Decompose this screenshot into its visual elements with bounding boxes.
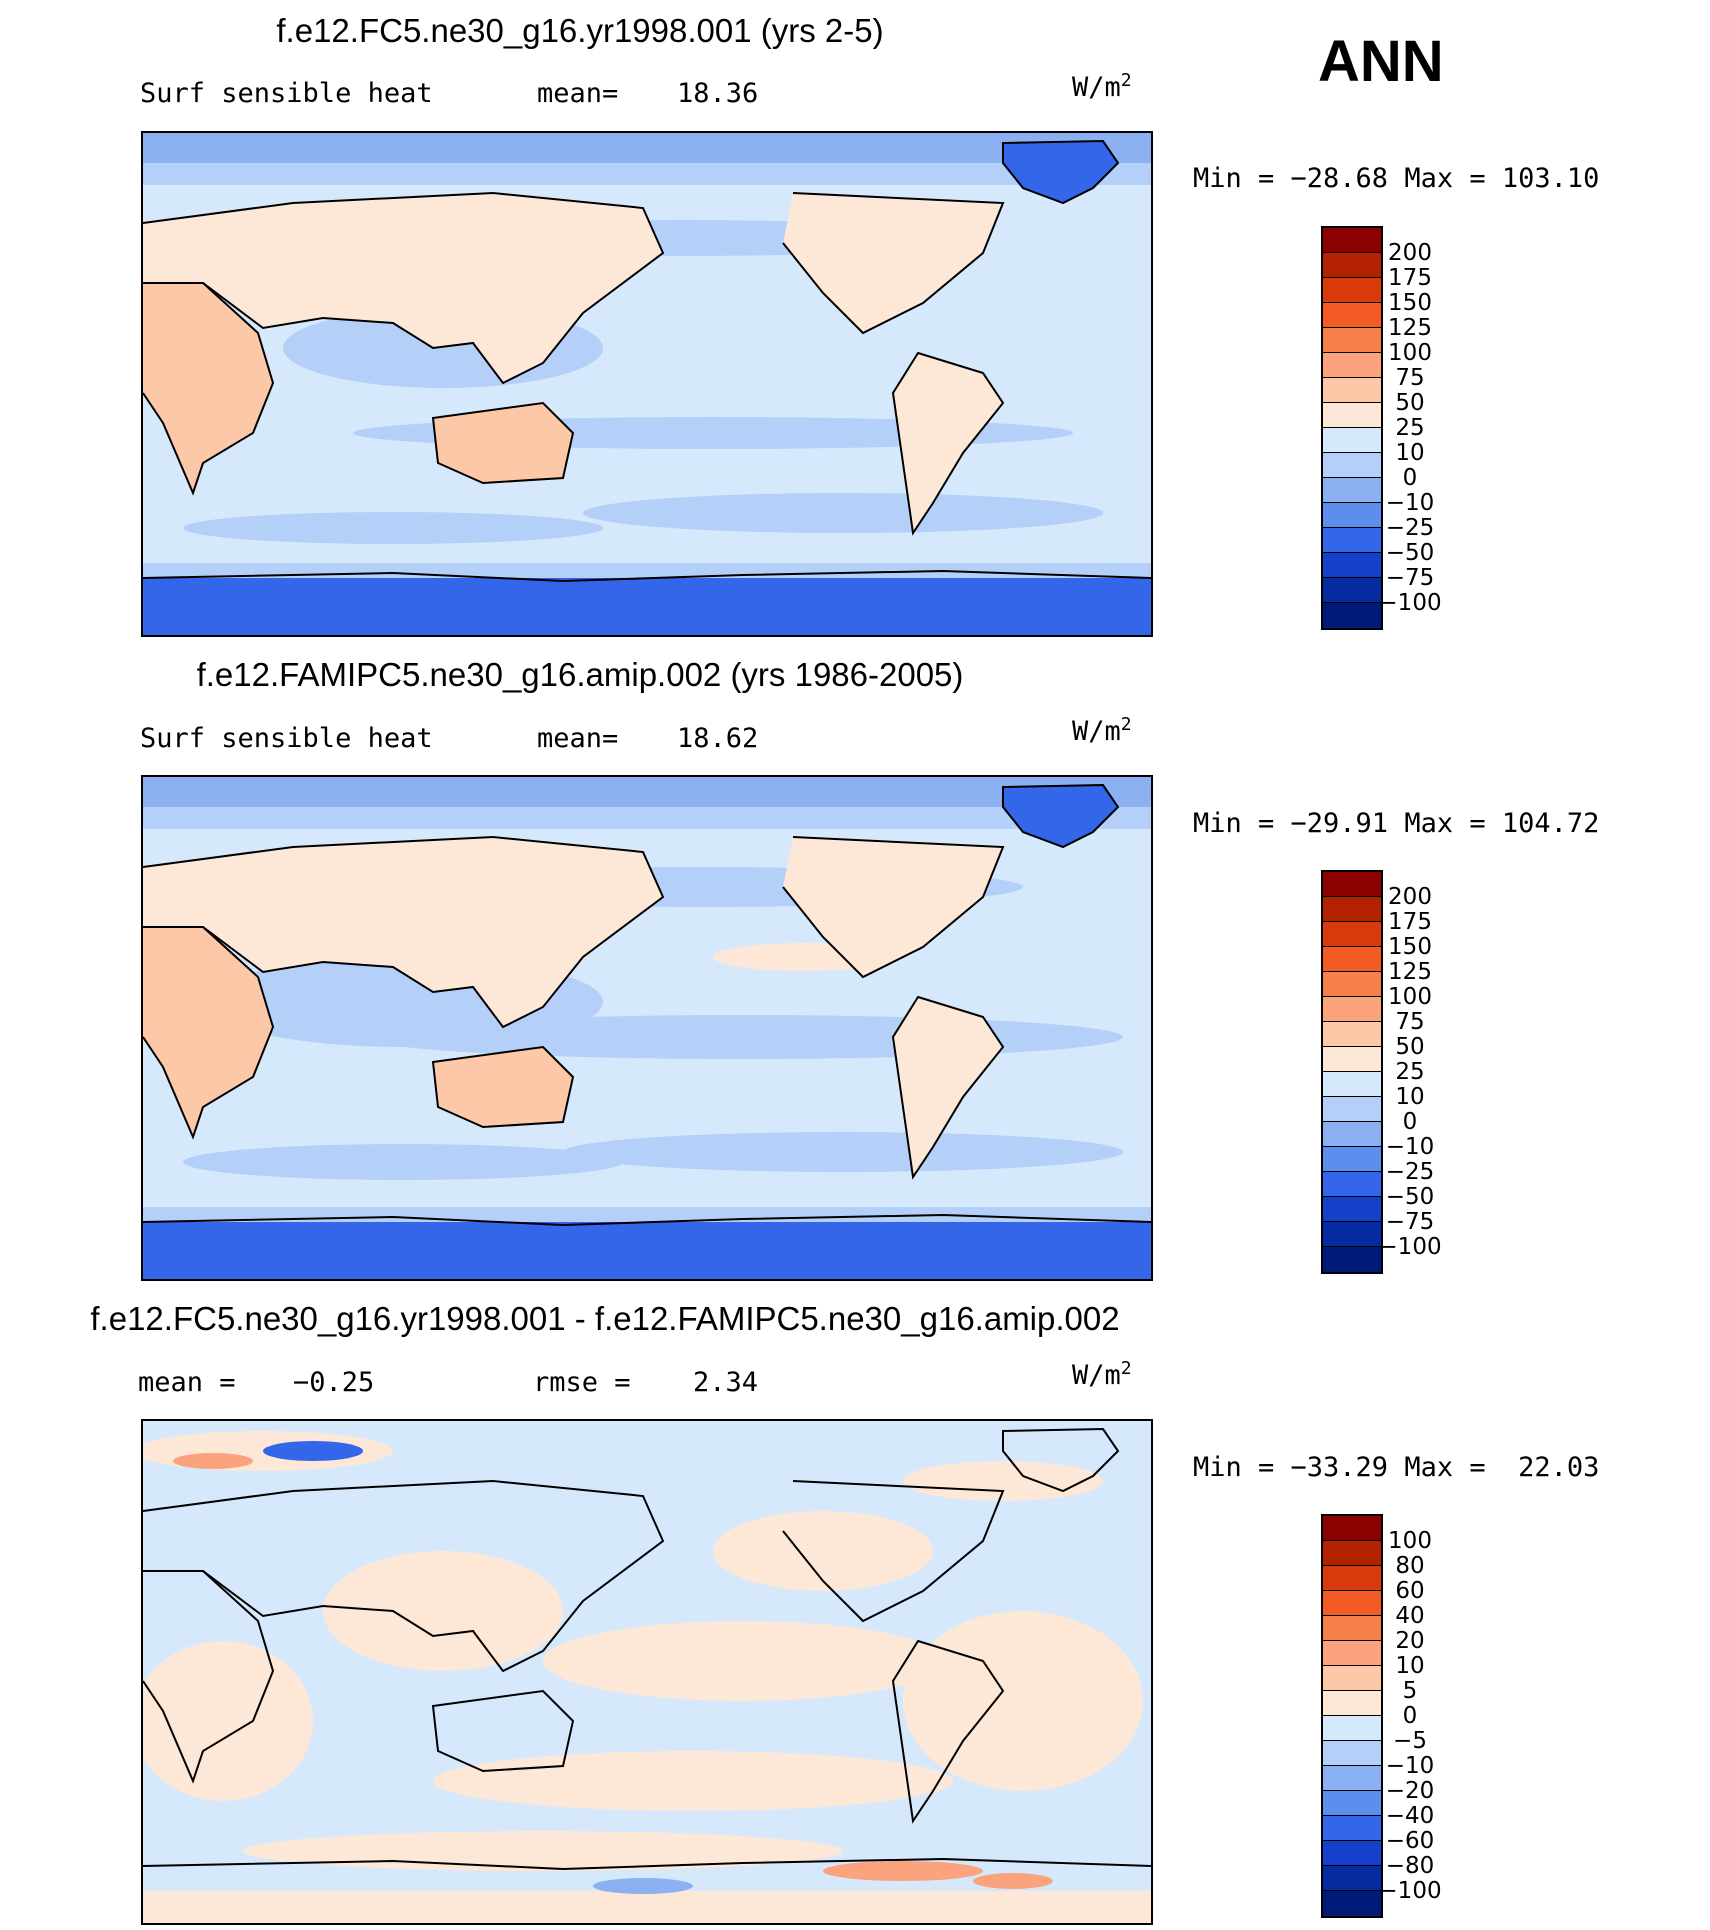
south-america-land xyxy=(893,997,1003,1177)
colorbar-tick-label: 20 xyxy=(1395,1628,1425,1654)
panel-3-mean-value: −0.25 xyxy=(293,1367,375,1398)
panel-3-rmse-label: rmse = xyxy=(533,1367,631,1398)
colorbar-tick-label: 40 xyxy=(1395,1603,1425,1629)
panel-2-units: W/m2 xyxy=(1072,714,1132,747)
colorbar-tick-label: −60 xyxy=(1385,1828,1435,1854)
colorbar-tick-label: −75 xyxy=(1385,1209,1435,1235)
colorbar-tick-label: 5 xyxy=(1402,1678,1418,1704)
colorbar-tick-label: 10 xyxy=(1395,1084,1425,1110)
arctic-band xyxy=(143,133,1151,163)
north-america-land xyxy=(783,837,1003,977)
colorbar-tick-label: 150 xyxy=(1388,290,1432,316)
greenland-region xyxy=(1003,785,1118,847)
colorbar-tick-label: −75 xyxy=(1385,565,1435,591)
colorbar-tick-label: −10 xyxy=(1385,1753,1435,1779)
colorbar-tick-label: 175 xyxy=(1388,909,1432,935)
panel-1-minmax: Min = −28.68 Max = 103.10 xyxy=(1193,163,1600,194)
panel-3-title: f.e12.FC5.ne30_g16.yr1998.001 - f.e12.FA… xyxy=(90,1300,1120,1337)
colorbar-tick-label: −25 xyxy=(1385,1159,1435,1185)
colorbar-tick-label: 60 xyxy=(1395,1578,1425,1604)
colorbar-tick-label: 80 xyxy=(1395,1553,1425,1579)
panel-2-mean-label: mean= xyxy=(537,723,619,754)
panel-2-minmax: Min = −29.91 Max = 104.72 xyxy=(1193,808,1600,839)
colorbar-tick-label: −25 xyxy=(1385,515,1435,541)
colorbar-tick-label: 50 xyxy=(1395,1034,1425,1060)
panel-3-minmax: Min = −33.29 Max = 22.03 xyxy=(1193,1452,1600,1483)
colorbar-tick-label: −100 xyxy=(1378,1234,1442,1260)
colorbar-tick-label: 0 xyxy=(1402,465,1418,491)
colorbar-tick-label: 0 xyxy=(1402,1109,1418,1135)
panel-3-rmse-value: 2.34 xyxy=(693,1367,759,1398)
colorbar-tick-label: 25 xyxy=(1395,415,1425,441)
season-label: ANN xyxy=(1318,29,1444,94)
south-america-land xyxy=(893,353,1003,533)
colorbar-tick-label: −40 xyxy=(1385,1803,1435,1829)
colorbar-tick-label: −20 xyxy=(1385,1778,1435,1804)
panel-1-mean-label: mean= xyxy=(537,78,619,109)
colorbar-tick-label: 100 xyxy=(1388,340,1432,366)
panel-2-mean-value: 18.62 xyxy=(677,723,759,754)
colorbar-tick-label: −50 xyxy=(1385,1184,1435,1210)
colorbar-tick-label: −5 xyxy=(1393,1728,1427,1754)
colorbar-tick-label: 125 xyxy=(1388,315,1432,341)
panel-3-units: W/m2 xyxy=(1072,1358,1132,1391)
colorbar-tick-label: 10 xyxy=(1395,1653,1425,1679)
colorbar-tick-label: 175 xyxy=(1388,265,1432,291)
eurasia-land xyxy=(143,837,663,1027)
colorbar-tick-label: 75 xyxy=(1395,1009,1425,1035)
colorbar-tick-label: −100 xyxy=(1378,1878,1442,1904)
panel-2-colorbar xyxy=(1321,870,1383,1274)
eurasia-land xyxy=(143,193,663,383)
panel-1-variable-label: Surf sensible heat xyxy=(140,78,433,109)
antarctic-region xyxy=(143,578,1151,635)
panel-1-colorbar xyxy=(1321,226,1383,630)
panel-2-map xyxy=(141,775,1153,1281)
panel-1-units: W/m2 xyxy=(1072,70,1132,103)
panel-1-title: f.e12.FC5.ne30_g16.yr1998.001 (yrs 2-5) xyxy=(276,12,884,49)
panel-1-map xyxy=(141,131,1153,637)
australia-land xyxy=(433,1047,573,1127)
colorbar-tick-label: 100 xyxy=(1388,1528,1432,1554)
colorbar-tick-label: −50 xyxy=(1385,540,1435,566)
australia-land xyxy=(433,403,573,483)
panel-3-colorbar xyxy=(1321,1514,1383,1918)
colorbar-tick-label: 25 xyxy=(1395,1059,1425,1085)
colorbar-tick-label: 200 xyxy=(1388,240,1432,266)
colorbar-tick-label: 125 xyxy=(1388,959,1432,985)
colorbar-tick-label: 0 xyxy=(1402,1703,1418,1729)
colorbar-tick-label: −10 xyxy=(1385,490,1435,516)
antarctic-region xyxy=(143,1222,1151,1279)
panel-3-map xyxy=(141,1419,1153,1925)
colorbar-tick-label: −10 xyxy=(1385,1134,1435,1160)
colorbar-tick-label: 150 xyxy=(1388,934,1432,960)
colorbar-tick-label: 200 xyxy=(1388,884,1432,910)
colorbar-tick-label: 100 xyxy=(1388,984,1432,1010)
north-america-land xyxy=(783,193,1003,333)
colorbar-tick-label: 50 xyxy=(1395,390,1425,416)
panel-2-variable-label: Surf sensible heat xyxy=(140,723,433,754)
colorbar-tick-label: 10 xyxy=(1395,440,1425,466)
colorbar-tick-label: 75 xyxy=(1395,365,1425,391)
colorbar-tick-label: −100 xyxy=(1378,590,1442,616)
panel-2-title: f.e12.FAMIPC5.ne30_g16.amip.002 (yrs 198… xyxy=(196,656,964,693)
panel-3-mean-label: mean = xyxy=(138,1367,236,1398)
greenland-region xyxy=(1003,141,1118,203)
panel-1-mean-value: 18.36 xyxy=(677,78,759,109)
colorbar-tick-label: −80 xyxy=(1385,1853,1435,1879)
